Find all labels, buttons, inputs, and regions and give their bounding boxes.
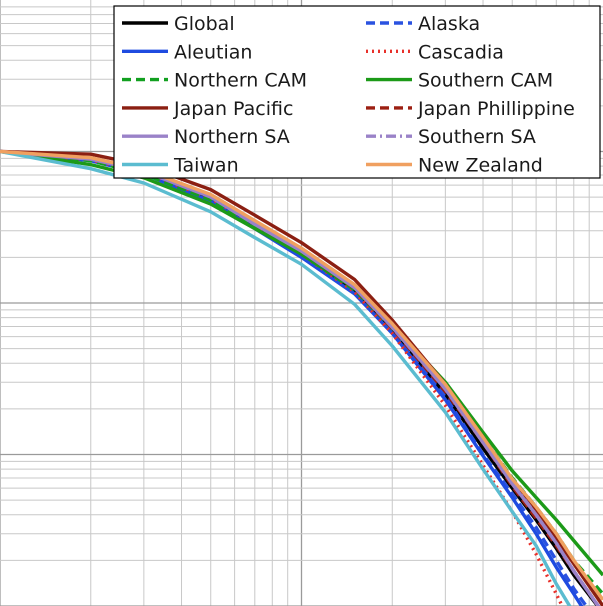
legend-label-aleutian: Aleutian: [174, 41, 252, 63]
legend: Global Alaska Aleutian Cascadia Northern CAM…: [113, 5, 601, 179]
legend-label-southern-sa: Southern SA: [418, 126, 536, 148]
legend-label-northern-cam: Northern CAM: [174, 70, 307, 92]
legend-box: [113, 5, 601, 179]
legend-label-taiwan: Taiwan: [173, 155, 239, 177]
legend-label-new-zealand: New Zealand: [418, 155, 543, 177]
legend-label-cascadia: Cascadia: [418, 41, 504, 63]
legend-label-alaska: Alaska: [418, 13, 480, 35]
legend-label-southern-cam: Southern CAM: [418, 70, 553, 92]
legend-label-japan-phillippine: Japan Phillippine: [417, 98, 575, 120]
legend-label-global: Global: [174, 13, 235, 35]
legend-label-japan-pacific: Japan Pacific: [173, 98, 293, 120]
series-line-taiwan: [0, 149, 572, 606]
legend-label-northern-sa: Northern SA: [174, 126, 290, 148]
